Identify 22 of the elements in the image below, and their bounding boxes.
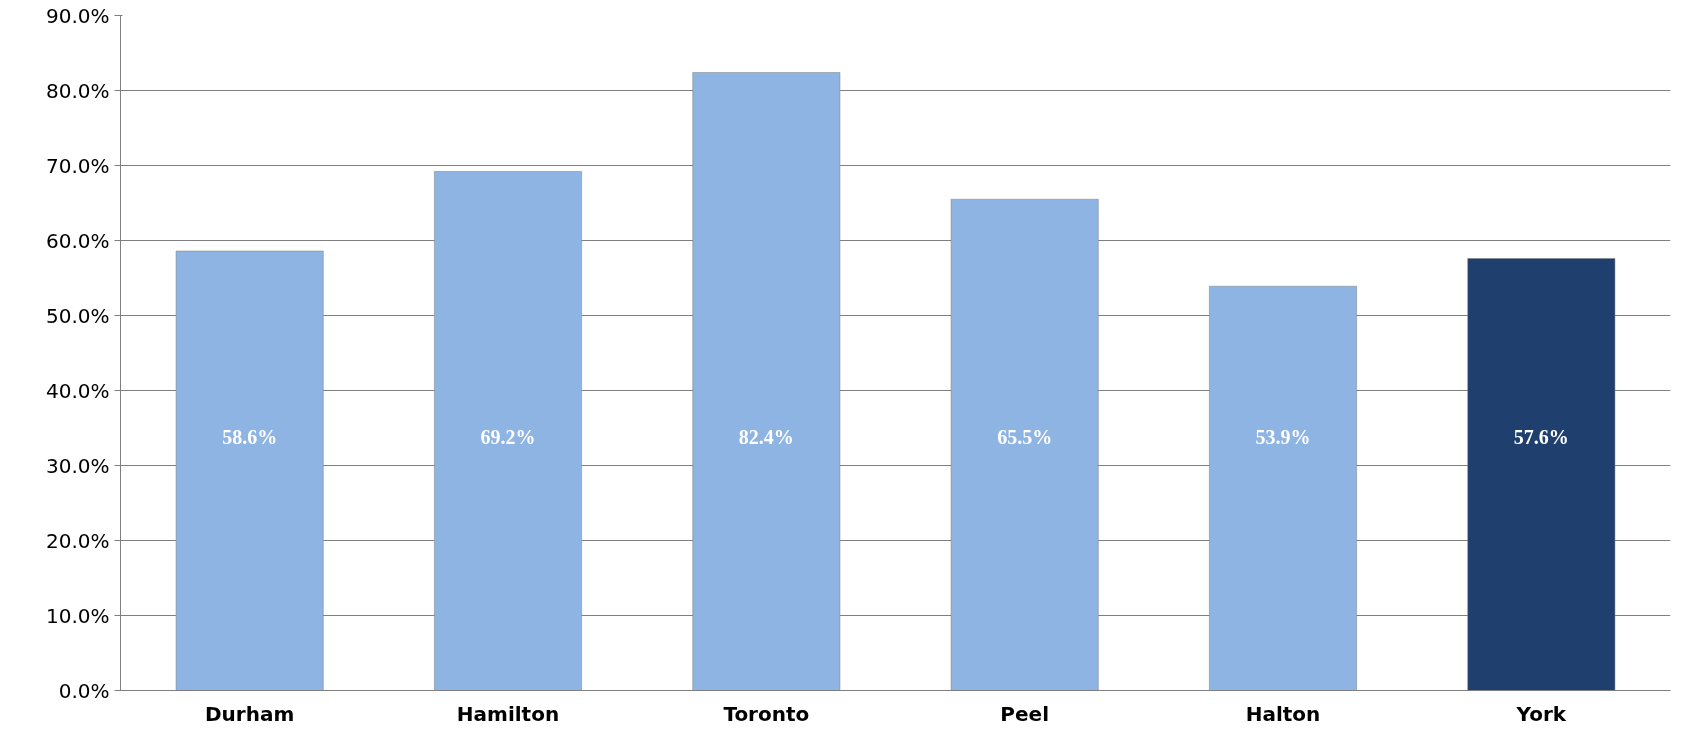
data-label: 82.4% (738, 426, 794, 449)
y-tick-label: 80.0% (45, 78, 110, 103)
data-label: 65.5% (997, 426, 1053, 449)
x-tick-label: Durham (205, 701, 295, 726)
data-label: 53.9% (1255, 426, 1311, 449)
data-label: 69.2% (480, 426, 536, 449)
x-tick-label: Peel (1000, 701, 1049, 726)
y-tick-label: 40.0% (45, 378, 110, 403)
y-tick-label: 30.0% (45, 453, 110, 478)
x-tick-label: Hamilton (456, 701, 560, 726)
y-tick-label: 60.0% (45, 228, 110, 253)
x-tick-label: Halton (1245, 701, 1321, 726)
y-tick-label: 50.0% (45, 303, 110, 328)
data-label: 57.6% (1513, 426, 1569, 449)
x-tick-label: Toronto (723, 701, 810, 726)
y-tick-label: 90.0% (45, 3, 110, 28)
x-tick-label: York (1515, 701, 1567, 726)
y-tick-label: 0.0% (58, 678, 110, 703)
y-tick-label: 10.0% (45, 603, 110, 628)
y-tick-label: 20.0% (45, 528, 110, 553)
data-label: 58.6% (222, 426, 278, 449)
y-tick-label: 70.0% (45, 153, 110, 178)
